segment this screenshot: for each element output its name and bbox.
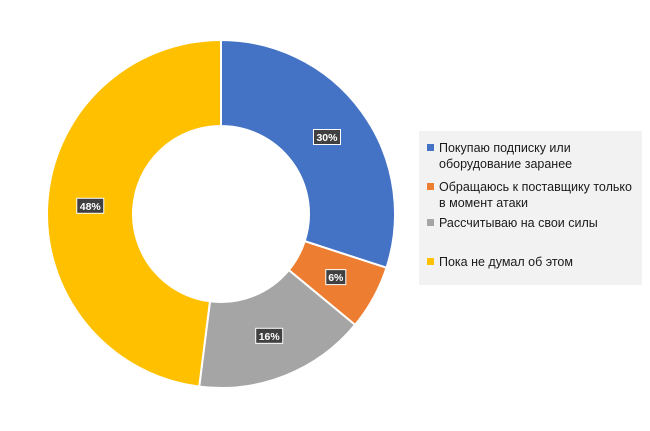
legend-swatch-orange <box>427 183 434 190</box>
legend-item-subscription: Покупаю подписку или оборудование заране… <box>427 140 639 172</box>
legend-label: Пока не думал об этом <box>439 255 573 269</box>
legend-label: Покупаю подписку или оборудование заране… <box>439 141 573 171</box>
data-label: 48% <box>76 197 105 214</box>
legend-item-not-thought: Пока не думал об этом <box>427 254 639 270</box>
legend-label: Обращаюсь к поставщику только в момент а… <box>439 180 632 210</box>
legend-label: Рассчитываю на свои силы <box>439 216 598 230</box>
legend-item-provider: Обращаюсь к поставщику только в момент а… <box>427 179 639 211</box>
legend: Покупаю подписку или оборудование заране… <box>419 131 642 285</box>
data-label: 6% <box>325 269 347 286</box>
slice-not-thought <box>46 38 222 388</box>
legend-swatch-yellow <box>427 258 434 265</box>
legend-item-own-forces: Рассчитываю на свои силы <box>427 215 639 231</box>
data-label-text: 6% <box>328 272 344 284</box>
data-label-text: 48% <box>80 201 102 213</box>
data-label-box <box>255 327 284 344</box>
data-label-box <box>76 197 105 214</box>
legend-swatch-gray <box>427 219 434 226</box>
data-label: 16% <box>255 327 284 344</box>
data-label-box <box>312 129 341 146</box>
data-label: 30% <box>312 129 341 146</box>
slice-subscription <box>220 38 396 270</box>
legend-swatch-blue <box>427 144 434 151</box>
data-label-text: 16% <box>259 331 281 343</box>
data-label-box <box>325 269 347 286</box>
data-label-text: 30% <box>316 132 338 144</box>
